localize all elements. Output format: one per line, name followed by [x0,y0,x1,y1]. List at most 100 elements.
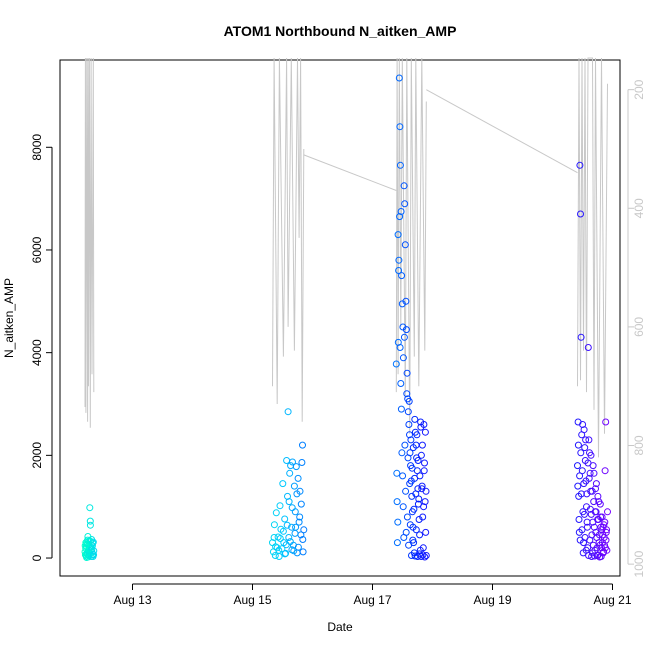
data-point [404,454,412,462]
y-tick-label: 8000 [30,134,44,161]
data-point [397,405,405,413]
data-point [288,546,296,554]
data-point [422,552,430,559]
data-point [592,480,600,488]
data-point [412,526,420,534]
data-point [398,272,406,280]
data-point [279,527,287,535]
data-point [419,513,427,521]
data-point [601,544,609,552]
data-point [603,526,611,534]
data-point [271,552,279,559]
data-point [591,508,599,516]
data-point [403,390,411,398]
data-point [415,495,423,503]
altitude-track [84,57,95,428]
data-point [284,408,292,416]
data-point [396,123,404,131]
data-point [286,469,294,477]
data-point [421,428,429,436]
data-point [587,451,595,459]
x-tick-label: Aug 15 [233,593,271,607]
data-point [419,551,427,559]
data-point [584,344,592,351]
data-point [405,421,413,428]
data-point [574,482,582,490]
data-point [574,441,582,449]
data-point [582,436,590,444]
data-point [290,482,298,490]
data-point [299,441,306,449]
data-point [588,487,596,495]
scatter-points [81,74,611,561]
data-point [285,498,293,506]
data-point [399,472,407,480]
data-point [275,553,283,560]
data-point [297,500,305,508]
data-point [393,469,401,477]
data-point [397,380,405,387]
data-point [300,526,308,534]
altitude-track [577,57,608,458]
data-point [292,523,300,531]
data-point [282,541,290,549]
data-point [576,472,584,480]
altitude-connector [426,89,578,174]
data-point [285,534,293,541]
data-point [402,326,410,334]
data-point [395,256,403,264]
data-point [406,521,414,529]
data-point [575,516,583,523]
y-tick-label: 4000 [30,339,44,366]
data-point [417,553,425,560]
axes: 0 2000 4000 6000 8000 Aug 13 Aug 15 Aug 17 Aug 1… [30,79,646,607]
plot-frame [59,59,621,577]
altitude-tracks [84,57,608,458]
data-point [577,490,585,498]
data-point [588,553,596,560]
data-point [84,533,92,540]
data-point [595,498,603,506]
data-point [291,508,299,516]
data-point [393,498,401,506]
x-tick-label: Aug 17 [353,593,391,607]
data-point [296,513,304,521]
x-tick-label: Aug 13 [113,593,151,607]
data-point [577,210,584,218]
data-point [594,492,602,500]
data-point [601,467,609,475]
data-point [408,464,416,472]
data-point [407,436,415,444]
data-point [577,333,585,341]
data-point [417,418,425,426]
data-point [586,536,594,544]
altitude-connector [303,154,397,191]
data-point [578,526,586,534]
data-point [397,208,405,215]
y2-tick-label: 1000 [632,550,646,577]
data-point [604,508,611,516]
data-point [416,531,424,539]
y2-tick-label: 600 [632,317,646,337]
data-point [412,490,420,498]
data-point [299,536,307,543]
data-point [83,549,91,557]
data-point [403,513,411,521]
data-point [81,542,89,550]
data-point [400,182,408,190]
data-point [281,515,289,523]
data-point [404,408,412,416]
data-point [585,436,593,444]
data-point [411,415,419,423]
data-point [272,543,280,551]
data-point [418,441,426,449]
data-point [399,354,407,362]
y2-tick-label: 200 [632,79,646,99]
data-point [270,521,278,529]
data-point [422,528,430,536]
data-point [600,548,608,556]
data-point [281,550,289,558]
data-point [590,469,598,477]
data-point [420,503,428,511]
